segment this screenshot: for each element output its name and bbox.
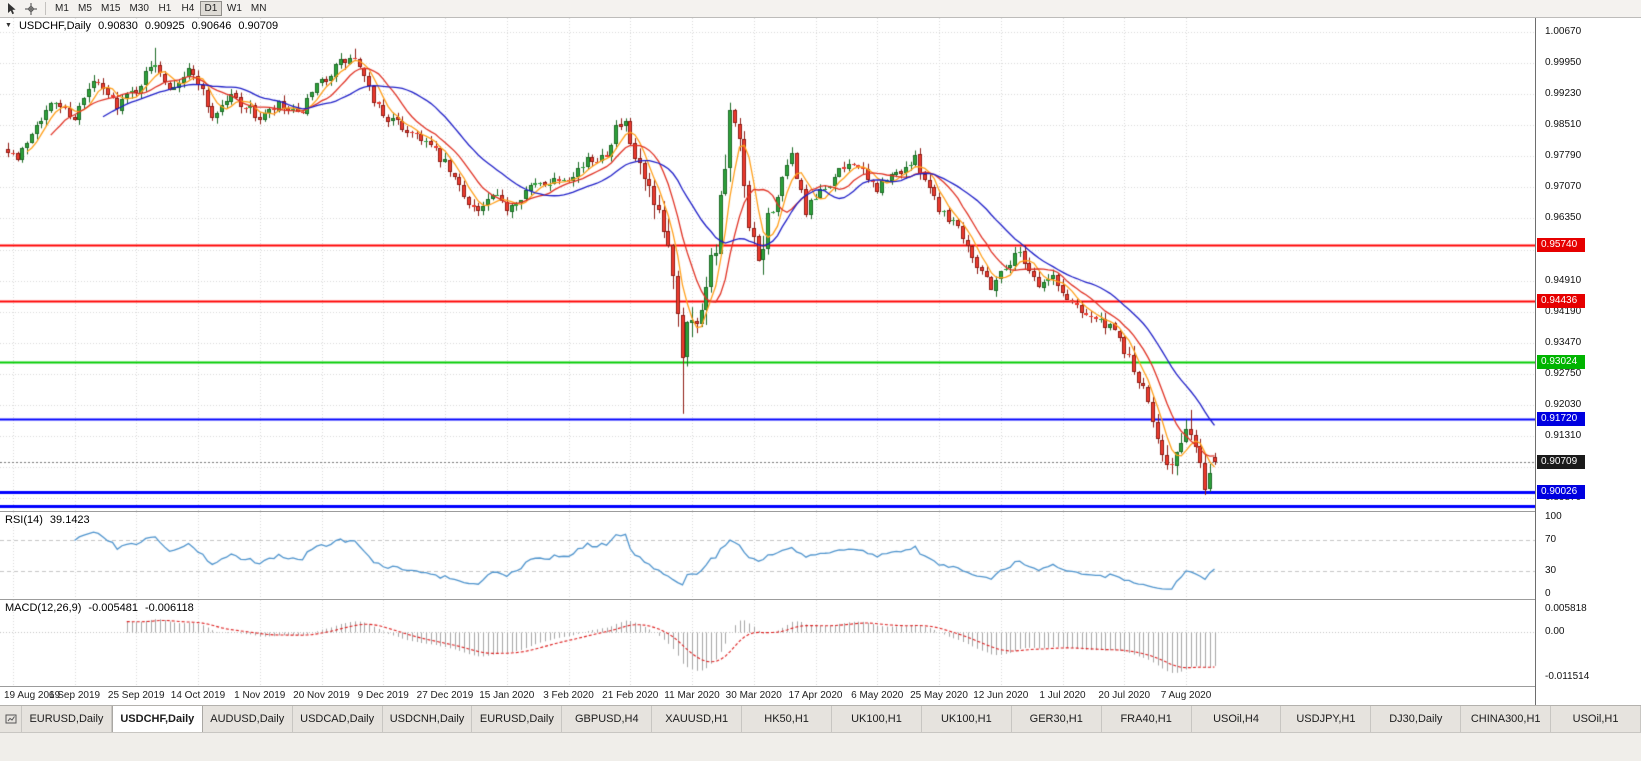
chart-tab-uk100-h1[interactable]: UK100,H1 bbox=[921, 706, 1012, 732]
date-label: 11 Mar 2020 bbox=[664, 690, 720, 701]
price-axis-label: 0.94910 bbox=[1545, 274, 1582, 286]
timeframe-button-mn[interactable]: MN bbox=[250, 3, 267, 14]
price-axis-label: 0.92030 bbox=[1545, 399, 1582, 411]
timeframe-button-m15[interactable]: M15 bbox=[101, 3, 121, 14]
price-axis-label: 1.00670 bbox=[1545, 25, 1582, 37]
chart-tab-usdcad-daily[interactable]: USDCAD,Daily bbox=[292, 706, 383, 732]
date-label: 3 Feb 2020 bbox=[543, 690, 594, 701]
chart-tab-usdcnh-daily[interactable]: USDCNH,Daily bbox=[382, 706, 473, 732]
rsi-axis-label: 30 bbox=[1545, 564, 1557, 576]
macd-canvas[interactable] bbox=[0, 600, 1535, 686]
date-label: 25 Sep 2019 bbox=[107, 690, 165, 701]
date-label: 9 Dec 2019 bbox=[357, 690, 409, 701]
timeframe-button-w1[interactable]: W1 bbox=[226, 3, 242, 14]
main-chart-pane[interactable]: ▼ USDCHF,Daily 0.90830 0.90925 0.90646 0… bbox=[0, 18, 1535, 512]
date-label: 20 Jul 2020 bbox=[1098, 690, 1151, 701]
date-label: 7 Aug 2020 bbox=[1160, 690, 1212, 701]
date-label: 25 May 2020 bbox=[910, 690, 968, 701]
chart-collapse-icon[interactable]: ▼ bbox=[5, 22, 12, 29]
chart-tab-audusd-daily[interactable]: AUDUSD,Daily bbox=[202, 706, 293, 732]
macd-axis-label: -0.011514 bbox=[1545, 671, 1590, 683]
price-axis-label: 0.97070 bbox=[1545, 181, 1582, 193]
chart-stack: ▼ USDCHF,Daily 0.90830 0.90925 0.90646 0… bbox=[0, 18, 1535, 705]
date-label: 1 Nov 2019 bbox=[234, 690, 286, 701]
price-axis-label: 0.94190 bbox=[1545, 305, 1582, 317]
price-line-tag: 0.94436 bbox=[1537, 294, 1585, 309]
status-bar bbox=[0, 732, 1641, 761]
timeframe-button-m30[interactable]: M30 bbox=[129, 3, 149, 14]
chart-tab-usdchf-daily[interactable]: USDCHF,Daily bbox=[111, 706, 203, 732]
price-line-tag: 0.90026 bbox=[1537, 484, 1585, 499]
chart-tab-usoil-h1[interactable]: USOil,H1 bbox=[1551, 706, 1641, 732]
toolbar: M1 M5 M15 M30 H1 H4 D1 W1 MN bbox=[0, 0, 1641, 18]
date-label: 27 Dec 2019 bbox=[416, 690, 474, 701]
date-label: 12 Jun 2020 bbox=[973, 690, 1029, 701]
date-label: 15 Jan 2020 bbox=[479, 690, 535, 701]
rsi-pane[interactable]: RSI(14) 39.1423 bbox=[0, 512, 1535, 600]
cursor-icon[interactable] bbox=[3, 1, 21, 16]
price-axis-label: 0.99950 bbox=[1545, 56, 1582, 68]
toolbar-separator bbox=[45, 2, 46, 15]
chart-tab-eurusd-daily[interactable]: EURUSD,Daily bbox=[22, 706, 112, 732]
price-axis-label: 0.92750 bbox=[1545, 368, 1582, 380]
price-line-tag: 0.91720 bbox=[1537, 411, 1585, 426]
timeframe-button-m5[interactable]: M5 bbox=[78, 3, 92, 14]
date-label: 21 Feb 2020 bbox=[602, 690, 659, 701]
timeframe-button-d1[interactable]: D1 bbox=[199, 1, 222, 16]
chart-tab-gbpusd-h4[interactable]: GBPUSD,H4 bbox=[562, 706, 653, 732]
chart-tab-china300-h1[interactable]: CHINA300,H1 bbox=[1461, 706, 1552, 732]
chart-tabbar: EURUSD,Daily USDCHF,Daily AUDUSD,Daily USDC… bbox=[0, 705, 1641, 732]
price-axis-label: 0.97790 bbox=[1545, 150, 1582, 162]
chart-workspace: ▼ USDCHF,Daily 0.90830 0.90925 0.90646 0… bbox=[0, 18, 1641, 705]
price-axis-label: 0.91310 bbox=[1545, 430, 1582, 442]
timeframe-button-m1[interactable]: M1 bbox=[55, 3, 69, 14]
date-label: 30 Mar 2020 bbox=[725, 690, 782, 701]
price-line-tag: 0.95740 bbox=[1537, 237, 1585, 252]
chart-tab-ger30-h1[interactable]: GER30,H1 bbox=[1011, 706, 1102, 732]
current-price-tag: 0.90709 bbox=[1537, 455, 1585, 470]
rsi-axis-label: 70 bbox=[1545, 534, 1557, 546]
timeframe-buttons: M1 M5 M15 M30 H1 H4 D1 W1 MN bbox=[51, 1, 270, 16]
date-label: 20 Nov 2019 bbox=[293, 690, 350, 701]
date-label: 1 Jul 2020 bbox=[1039, 690, 1086, 701]
chart-tab-hk50-h1[interactable]: HK50,H1 bbox=[742, 706, 833, 732]
price-axis-label: 0.99230 bbox=[1545, 88, 1582, 100]
chart-tab-xauusd-h1[interactable]: XAUUSD,H1 bbox=[652, 706, 743, 732]
date-label: 17 Apr 2020 bbox=[788, 690, 843, 701]
chart-tab-dj30-daily[interactable]: DJ30,Daily bbox=[1371, 706, 1462, 732]
chart-tab-uk100-h1[interactable]: UK100,H1 bbox=[832, 706, 922, 732]
price-axis-label: 0.98510 bbox=[1545, 119, 1582, 131]
macd-axis-label: 0.005818 bbox=[1545, 602, 1587, 614]
main-chart-canvas[interactable] bbox=[0, 18, 1535, 511]
date-axis[interactable]: 19 Aug 2019 6 Sep 2019 25 Sep 2019 14 Oct 2… bbox=[0, 687, 1535, 705]
price-line-tag: 0.93024 bbox=[1537, 355, 1585, 370]
timeframe-button-h4[interactable]: H4 bbox=[181, 3, 195, 14]
date-label: 14 Oct 2019 bbox=[170, 690, 226, 701]
chart-tab-usdjpy-h1[interactable]: USDJPY,H1 bbox=[1281, 706, 1372, 732]
date-label: 19 Aug 2019 bbox=[4, 690, 61, 701]
date-label: 6 May 2020 bbox=[851, 690, 904, 701]
date-label: 6 Sep 2019 bbox=[48, 690, 101, 701]
price-axis[interactable]: 1.00670 0.99950 0.99230 0.98510 0.97790 0.970… bbox=[1535, 18, 1641, 705]
price-axis-label: 0.93470 bbox=[1545, 336, 1582, 348]
crosshair-icon[interactable] bbox=[22, 1, 40, 16]
timeframe-button-h1[interactable]: H1 bbox=[158, 3, 172, 14]
chart-tab-eurusd-daily[interactable]: EURUSD,Daily bbox=[472, 706, 563, 732]
rsi-canvas[interactable] bbox=[0, 512, 1535, 599]
rsi-axis-label: 100 bbox=[1545, 511, 1562, 522]
chart-tab-usoil-h4[interactable]: USOil,H4 bbox=[1191, 706, 1282, 732]
macd-axis-label: 0.00 bbox=[1545, 625, 1565, 637]
price-axis-label: 0.96350 bbox=[1545, 212, 1582, 224]
macd-pane[interactable]: MACD(12,26,9) -0.005481 -0.006118 bbox=[0, 600, 1535, 687]
rsi-axis-label: 0 bbox=[1545, 588, 1551, 599]
window-list-icon[interactable] bbox=[0, 706, 22, 732]
chart-tab-fra40-h1[interactable]: FRA40,H1 bbox=[1101, 706, 1192, 732]
